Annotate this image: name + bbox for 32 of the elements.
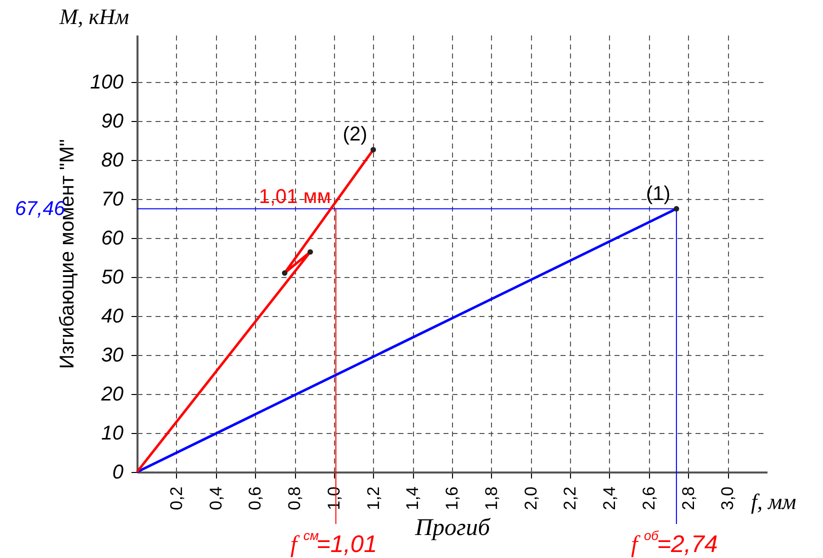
y-tick-label: 50 bbox=[101, 266, 124, 288]
y-tick-label: 60 bbox=[101, 227, 124, 250]
y-tick-label: 20 bbox=[100, 383, 124, 406]
x-tick-label: 1,4 bbox=[403, 486, 422, 510]
x-tick-label: 2,6 bbox=[639, 486, 658, 510]
text: M, кНм bbox=[58, 4, 129, 29]
y-tick-label: 40 bbox=[101, 305, 124, 328]
x-tick-label: 0,2 bbox=[166, 486, 186, 510]
series-label: (2) bbox=[342, 124, 368, 146]
x-tick-label: 0,6 bbox=[246, 486, 265, 510]
x-tick-label: 1,0 bbox=[324, 486, 344, 510]
y-tick-label: 70 bbox=[101, 188, 124, 210]
x-tick-label: 3,0 bbox=[718, 486, 738, 510]
y-tick-label: 80 bbox=[101, 149, 124, 172]
x-tick-label: 0,4 bbox=[206, 486, 226, 510]
series-label: (1) bbox=[646, 182, 670, 205]
y-tick-label: 0 bbox=[112, 462, 124, 484]
y-tick-label: 100 bbox=[90, 71, 124, 94]
y-tick-label: 90 bbox=[101, 110, 124, 132]
x-tick-label: 0,8 bbox=[285, 486, 304, 510]
x-axis-title: Прогиб bbox=[414, 515, 491, 542]
x-tick-label: 2,4 bbox=[600, 486, 619, 510]
x-tick-label: 1,8 bbox=[482, 486, 501, 510]
x-tick-label: 2,0 bbox=[521, 486, 540, 510]
annotation: 1,01 мм bbox=[258, 186, 331, 208]
y-tick-label: 30 bbox=[101, 344, 124, 366]
x-tick-label: 2,2 bbox=[560, 486, 580, 510]
x-tick-label: 1,2 bbox=[364, 486, 383, 510]
y-tick-label: 10 bbox=[101, 422, 124, 444]
text: f, мм bbox=[751, 489, 796, 514]
x-tick-label: 1,6 bbox=[442, 486, 462, 510]
x-tick-label: 2,8 bbox=[678, 486, 698, 510]
